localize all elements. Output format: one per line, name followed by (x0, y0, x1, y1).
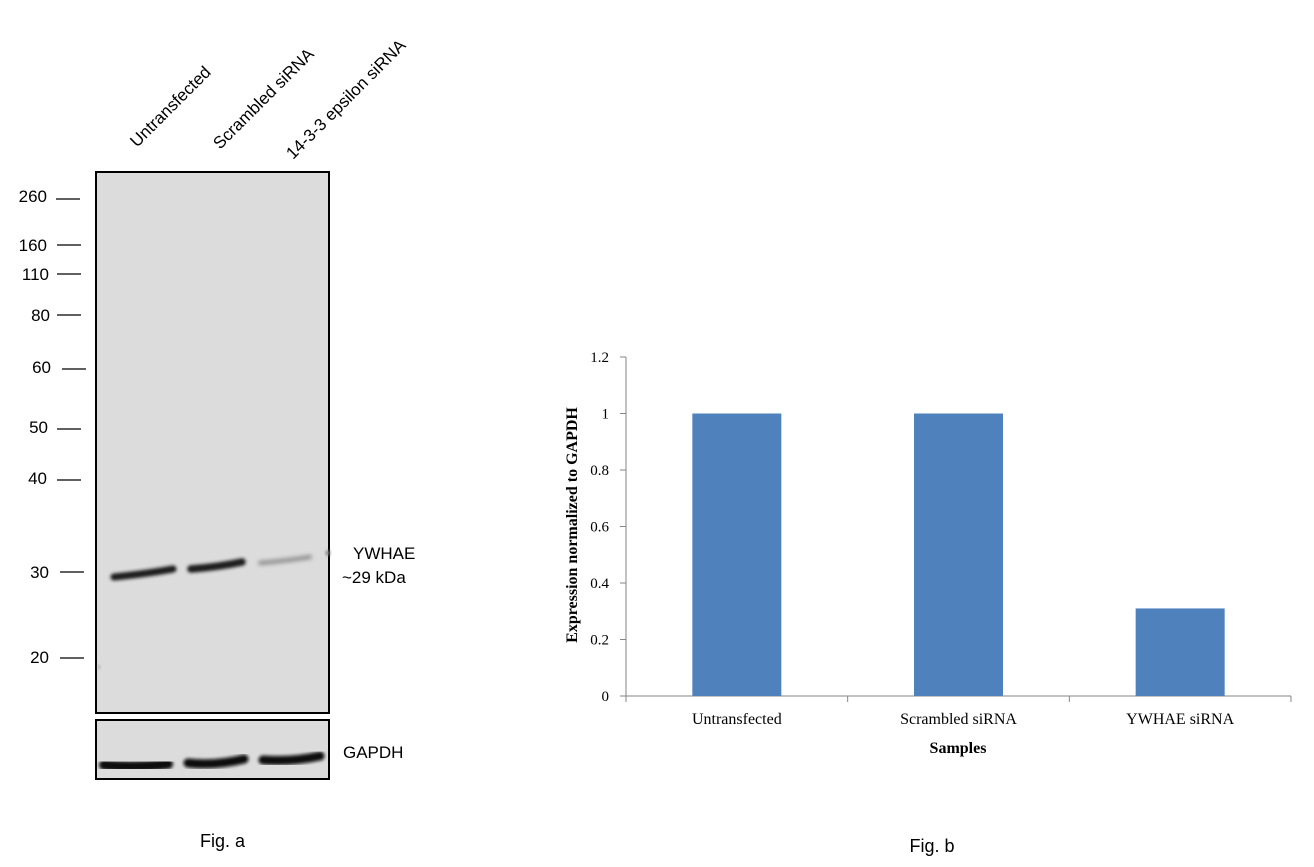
x-axis-title: Samples (930, 740, 987, 757)
western-blot-figure: Untransfected Scrambled siRNA 14-3-3 eps… (19, 35, 416, 851)
y-tick-label: 0.8 (590, 463, 609, 479)
ywhae-band (187, 558, 246, 573)
ywhae-band (110, 565, 177, 581)
figure-caption-b: Fig. b (909, 836, 954, 856)
y-tick-label: 1.2 (590, 350, 609, 366)
y-tick-label: 0.2 (590, 633, 609, 649)
blot-panel (95, 171, 330, 714)
x-tick-label: YWHAE siRNA (1126, 711, 1234, 728)
gapdh-band (183, 754, 249, 769)
marker-label: 20 (30, 648, 49, 667)
marker-label: 30 (30, 563, 49, 582)
marker-label: 40 (28, 469, 47, 488)
bar (914, 413, 1003, 696)
band-label: YWHAE (353, 544, 415, 563)
loading-control-label: GAPDH (343, 743, 403, 762)
gapdh-band (99, 759, 173, 772)
x-tick-label: Untransfected (692, 711, 782, 728)
marker-label: 80 (31, 306, 50, 325)
y-tick-label: 1 (602, 407, 610, 423)
y-tick-label: 0.6 (590, 520, 609, 536)
plot-area: 0 0.2 0.4 0.6 0.8 1 1.2 Untransfected Scrambled … (590, 350, 1292, 728)
y-tick-label: 0.4 (590, 576, 609, 592)
bar (692, 413, 782, 696)
marker-label: 50 (29, 418, 48, 437)
marker-label: 60 (32, 358, 51, 377)
x-tick-label: Scrambled siRNA (900, 711, 1017, 728)
ywhae-band (258, 555, 312, 565)
ladder-markers: 260 160 110 80 60 50 40 30 20 (19, 187, 86, 667)
gapdh-band (258, 751, 325, 765)
y-axis-title: Expression normalized to GAPDH (564, 407, 581, 643)
bar (1135, 608, 1225, 696)
band-size-label: ~29 kDa (342, 568, 406, 587)
marker-label: 260 (19, 187, 47, 206)
y-tick-label: 0 (602, 689, 610, 705)
figure-caption-a: Fig. a (200, 831, 246, 851)
blot-speck (97, 665, 101, 669)
blot-speck (325, 550, 331, 556)
lane-label: Untransfected (126, 63, 214, 151)
marker-label: 160 (19, 236, 47, 255)
marker-label: 110 (22, 265, 49, 284)
